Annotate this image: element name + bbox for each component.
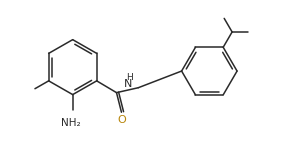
Text: H: H [126,73,133,82]
Text: N: N [124,79,133,89]
Text: NH₂: NH₂ [61,118,81,128]
Text: O: O [117,115,126,125]
